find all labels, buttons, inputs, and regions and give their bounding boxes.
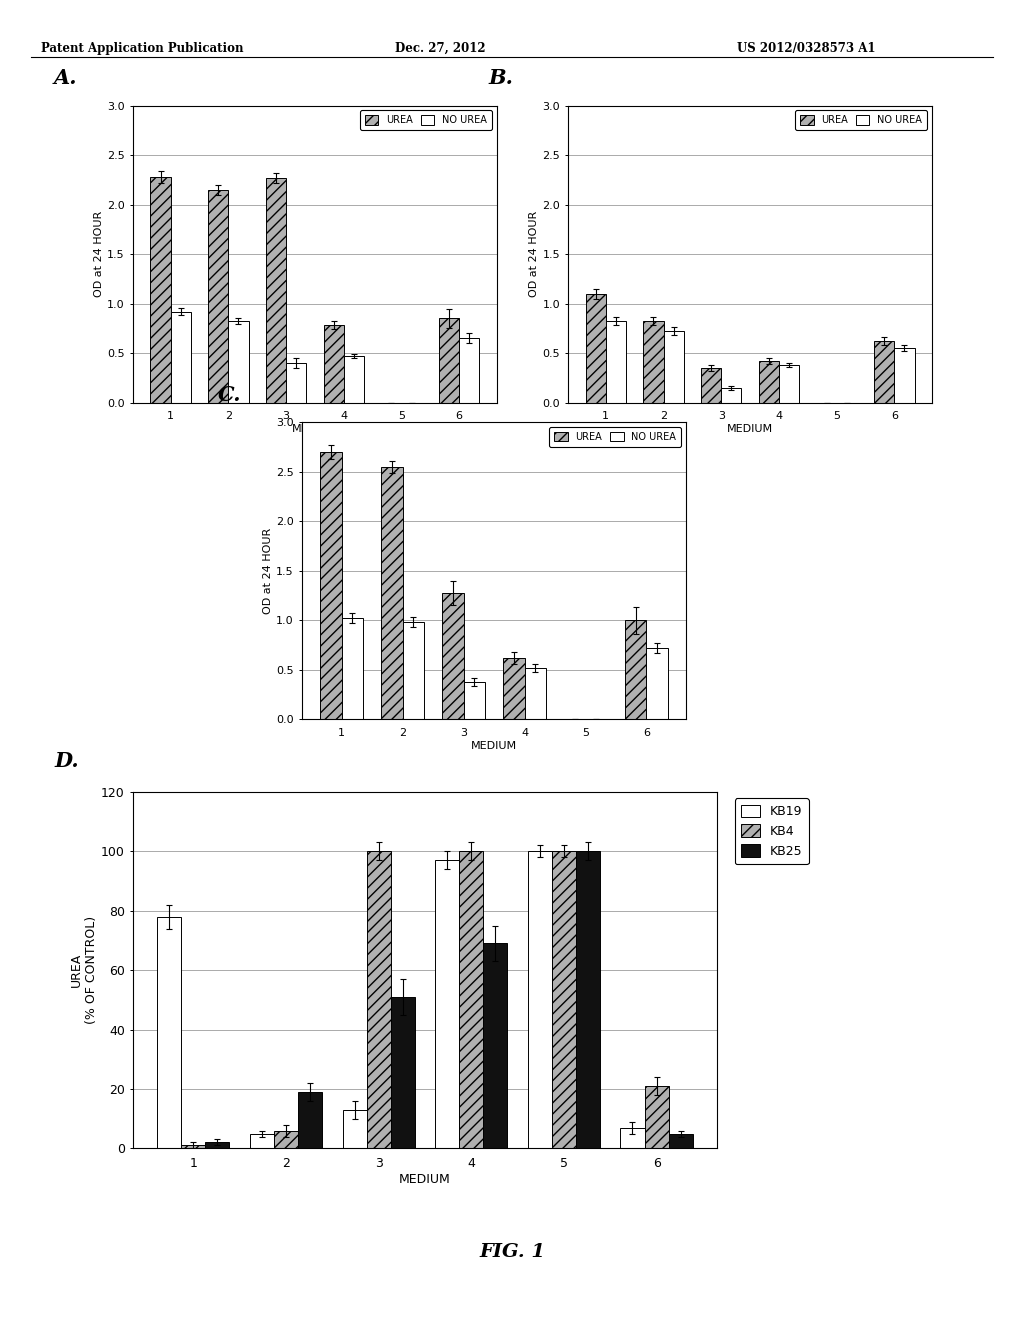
Bar [459,338,479,403]
Bar [151,177,171,403]
Bar [527,851,552,1148]
Text: FIG. 1: FIG. 1 [479,1242,545,1261]
Bar [266,178,286,403]
Text: D.: D. [54,751,79,771]
Bar [439,318,459,403]
Bar [250,1134,274,1148]
Bar [208,190,228,403]
Legend: UREA, NO UREA: UREA, NO UREA [549,428,681,447]
Text: Dec. 27, 2012: Dec. 27, 2012 [395,42,485,55]
X-axis label: MEDIUM: MEDIUM [471,741,517,751]
Bar [621,1127,644,1148]
Bar [206,1143,229,1148]
Text: C.: C. [217,384,241,404]
Bar [646,648,668,719]
Bar [894,348,914,403]
Bar [274,1130,298,1148]
Bar [181,1146,206,1148]
Bar [171,312,190,403]
Bar [606,322,626,403]
Bar [644,1086,669,1148]
X-axis label: MEDIUM: MEDIUM [399,1172,451,1185]
Bar [464,681,485,719]
Bar [342,618,364,719]
Bar [324,326,344,403]
Bar [158,916,181,1148]
Bar [321,451,342,719]
Bar [874,342,894,403]
Y-axis label: OD at 24 HOUR: OD at 24 HOUR [529,211,540,297]
Text: A.: A. [53,67,77,88]
Text: Patent Application Publication: Patent Application Publication [41,42,244,55]
Bar [701,368,721,403]
Y-axis label: OD at 24 HOUR: OD at 24 HOUR [263,528,273,614]
Bar [503,657,524,719]
Y-axis label: OD at 24 HOUR: OD at 24 HOUR [94,211,104,297]
Bar [228,322,249,403]
Text: US 2012/0328573 A1: US 2012/0328573 A1 [737,42,876,55]
Bar [779,364,799,403]
Bar [664,331,684,403]
Bar [435,861,459,1148]
Bar [367,851,391,1148]
Bar [402,623,424,719]
Bar [721,388,741,403]
X-axis label: MEDIUM: MEDIUM [292,424,338,434]
Bar [344,356,364,403]
X-axis label: MEDIUM: MEDIUM [727,424,773,434]
Legend: KB19, KB4, KB25: KB19, KB4, KB25 [735,799,809,865]
Bar [342,1110,367,1148]
Legend: UREA, NO UREA: UREA, NO UREA [795,111,927,131]
Text: B.: B. [488,67,513,88]
Legend: UREA, NO UREA: UREA, NO UREA [359,111,492,131]
Bar [552,851,575,1148]
Bar [459,851,483,1148]
Bar [442,593,464,719]
Bar [298,1092,323,1148]
Bar [759,360,779,403]
Bar [575,851,600,1148]
Bar [643,322,664,403]
Bar [524,668,546,719]
Bar [483,944,508,1148]
Bar [669,1134,692,1148]
Y-axis label: UREA
(% OF CONTROL): UREA (% OF CONTROL) [70,916,98,1024]
Bar [391,997,415,1148]
Bar [625,620,646,719]
Bar [586,294,606,403]
Bar [381,467,402,719]
Bar [286,363,306,403]
